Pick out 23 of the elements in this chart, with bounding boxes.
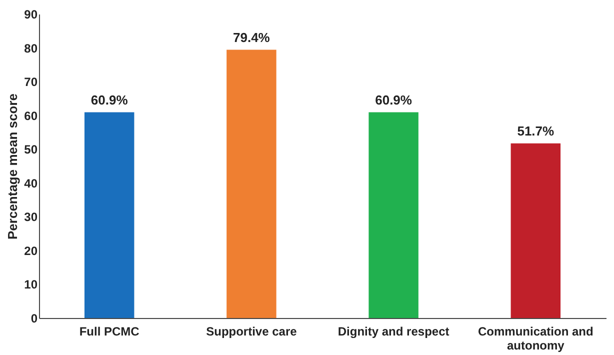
x-tick-label: Dignity and respect — [338, 324, 450, 338]
y-tick-label: 60 — [24, 108, 38, 123]
bar — [510, 143, 561, 318]
y-tick-label: 90 — [24, 8, 38, 22]
data-label: 79.4% — [233, 30, 270, 45]
data-label: 60.9% — [375, 92, 412, 108]
data-label: 60.9% — [90, 92, 128, 108]
y-tick-label: 30 — [24, 210, 38, 224]
x-tick-label: Supportive care — [206, 324, 298, 338]
y-tick-label: 10 — [24, 278, 38, 292]
y-tick-label: 70 — [24, 75, 38, 90]
x-tick-label: Full PCMC — [79, 324, 140, 338]
bar — [368, 112, 418, 318]
bar — [226, 50, 276, 318]
y-tick-label: 80 — [24, 41, 38, 56]
y-tick-label: 50 — [24, 142, 38, 157]
x-tick-label: Communication and autonomy — [478, 324, 594, 352]
y-tick-label: 0 — [30, 312, 38, 326]
y-tick-label: 40 — [24, 176, 38, 190]
y-tick-label: 20 — [24, 244, 38, 258]
data-label: 51.7% — [517, 123, 555, 138]
bar — [84, 112, 134, 318]
y-axis-title: Percentage mean score — [5, 94, 20, 240]
